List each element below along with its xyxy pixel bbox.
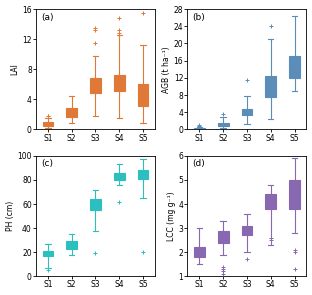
Text: (c): (c) bbox=[41, 160, 53, 168]
Y-axis label: LCC (mg g⁻¹): LCC (mg g⁻¹) bbox=[167, 191, 176, 241]
Text: (a): (a) bbox=[41, 13, 53, 22]
Y-axis label: PH (cm): PH (cm) bbox=[6, 201, 15, 231]
Text: (d): (d) bbox=[192, 160, 205, 168]
PathPatch shape bbox=[266, 76, 276, 97]
PathPatch shape bbox=[289, 56, 300, 78]
PathPatch shape bbox=[66, 241, 77, 249]
PathPatch shape bbox=[90, 78, 101, 93]
PathPatch shape bbox=[42, 122, 53, 126]
PathPatch shape bbox=[90, 199, 101, 210]
PathPatch shape bbox=[218, 123, 228, 126]
PathPatch shape bbox=[194, 128, 205, 129]
PathPatch shape bbox=[241, 226, 252, 235]
PathPatch shape bbox=[66, 108, 77, 117]
PathPatch shape bbox=[138, 170, 149, 179]
PathPatch shape bbox=[218, 230, 228, 242]
PathPatch shape bbox=[289, 180, 300, 209]
Y-axis label: AGB (t ha⁻¹): AGB (t ha⁻¹) bbox=[162, 46, 171, 93]
PathPatch shape bbox=[194, 248, 205, 257]
PathPatch shape bbox=[42, 251, 53, 256]
PathPatch shape bbox=[138, 83, 149, 106]
PathPatch shape bbox=[266, 194, 276, 209]
Text: (b): (b) bbox=[192, 13, 205, 22]
PathPatch shape bbox=[114, 75, 124, 91]
Y-axis label: LAI: LAI bbox=[10, 63, 19, 75]
PathPatch shape bbox=[114, 173, 124, 180]
PathPatch shape bbox=[241, 109, 252, 115]
